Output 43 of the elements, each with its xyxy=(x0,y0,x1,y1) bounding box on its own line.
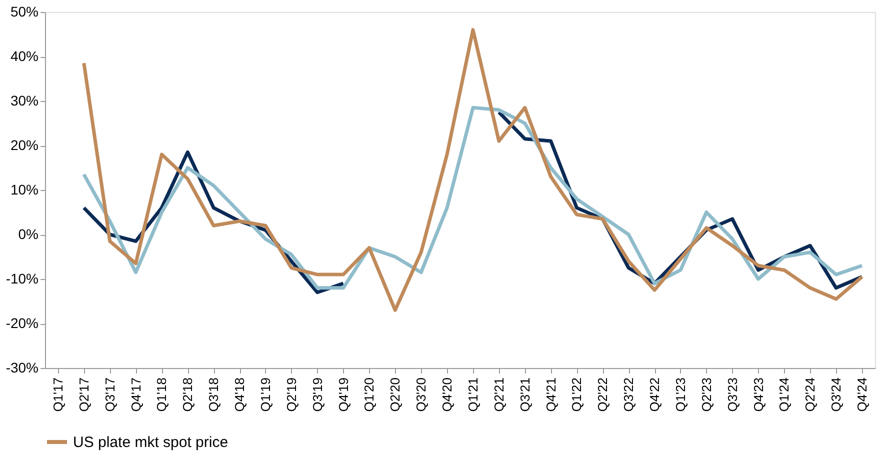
x-tick-label: Q1'20 xyxy=(362,378,377,412)
y-tick-label: 40% xyxy=(10,48,38,64)
x-tick-label: Q2'17 xyxy=(76,378,92,412)
x-tick-label: Q4'17 xyxy=(128,378,144,412)
x-tick-label: Q4'21 xyxy=(543,378,558,412)
x-tick-label: Q1'17 xyxy=(50,378,66,412)
x-tick-label: Q1'23 xyxy=(672,378,688,412)
legend-label: US plate mkt spot price xyxy=(73,434,228,451)
x-tick-label: Q1'19 xyxy=(258,378,273,412)
y-tick-label: -20% xyxy=(6,315,38,331)
x-tick-label: Q1'22 xyxy=(569,378,584,412)
x-tick-label: Q3'22 xyxy=(621,378,636,412)
x-tick-label: Q3'19 xyxy=(310,378,325,412)
x-tick-label: Q3'23 xyxy=(724,378,740,412)
x-tick-label: Q2'23 xyxy=(698,378,714,412)
x-tick-label: Q3'21 xyxy=(517,378,532,412)
y-tick-label: 10% xyxy=(10,182,38,198)
x-tick-label: Q4'19 xyxy=(336,378,351,412)
x-tick-label: Q3'18 xyxy=(206,378,222,412)
y-tick-label: 30% xyxy=(10,92,38,108)
x-tick-label: Q2'20 xyxy=(388,378,403,412)
x-tick-label: Q3'20 xyxy=(414,378,429,412)
y-tick-label: -30% xyxy=(6,360,38,376)
x-tick-label: Q4'24 xyxy=(854,378,870,412)
x-tick-label: Q1'18 xyxy=(154,378,170,412)
x-tick-label: Q2'21 xyxy=(491,378,506,412)
x-tick-label: Q3'24 xyxy=(828,378,844,412)
x-tick-label: Q1'24 xyxy=(776,378,792,412)
x-tick-label: Q2'22 xyxy=(595,378,610,412)
x-tick-label: Q4'22 xyxy=(647,378,662,412)
y-tick-label: -10% xyxy=(6,270,38,286)
x-tick-label: Q2'18 xyxy=(180,378,196,412)
x-tick-label: Q3'17 xyxy=(102,378,118,412)
x-tick-label: Q4'18 xyxy=(232,378,248,412)
y-tick-label: 50% xyxy=(10,4,38,20)
y-tick-label: 0% xyxy=(18,226,38,242)
x-tick-label: Q4'23 xyxy=(750,378,766,412)
x-tick-label: Q2'19 xyxy=(284,378,299,412)
line-series xyxy=(82,28,864,312)
x-tick-label: Q1'21 xyxy=(465,378,480,412)
y-tick-label: 20% xyxy=(10,137,38,153)
x-tick-label: Q2'24 xyxy=(802,378,818,412)
x-tick-label: Q4'20 xyxy=(440,378,455,412)
